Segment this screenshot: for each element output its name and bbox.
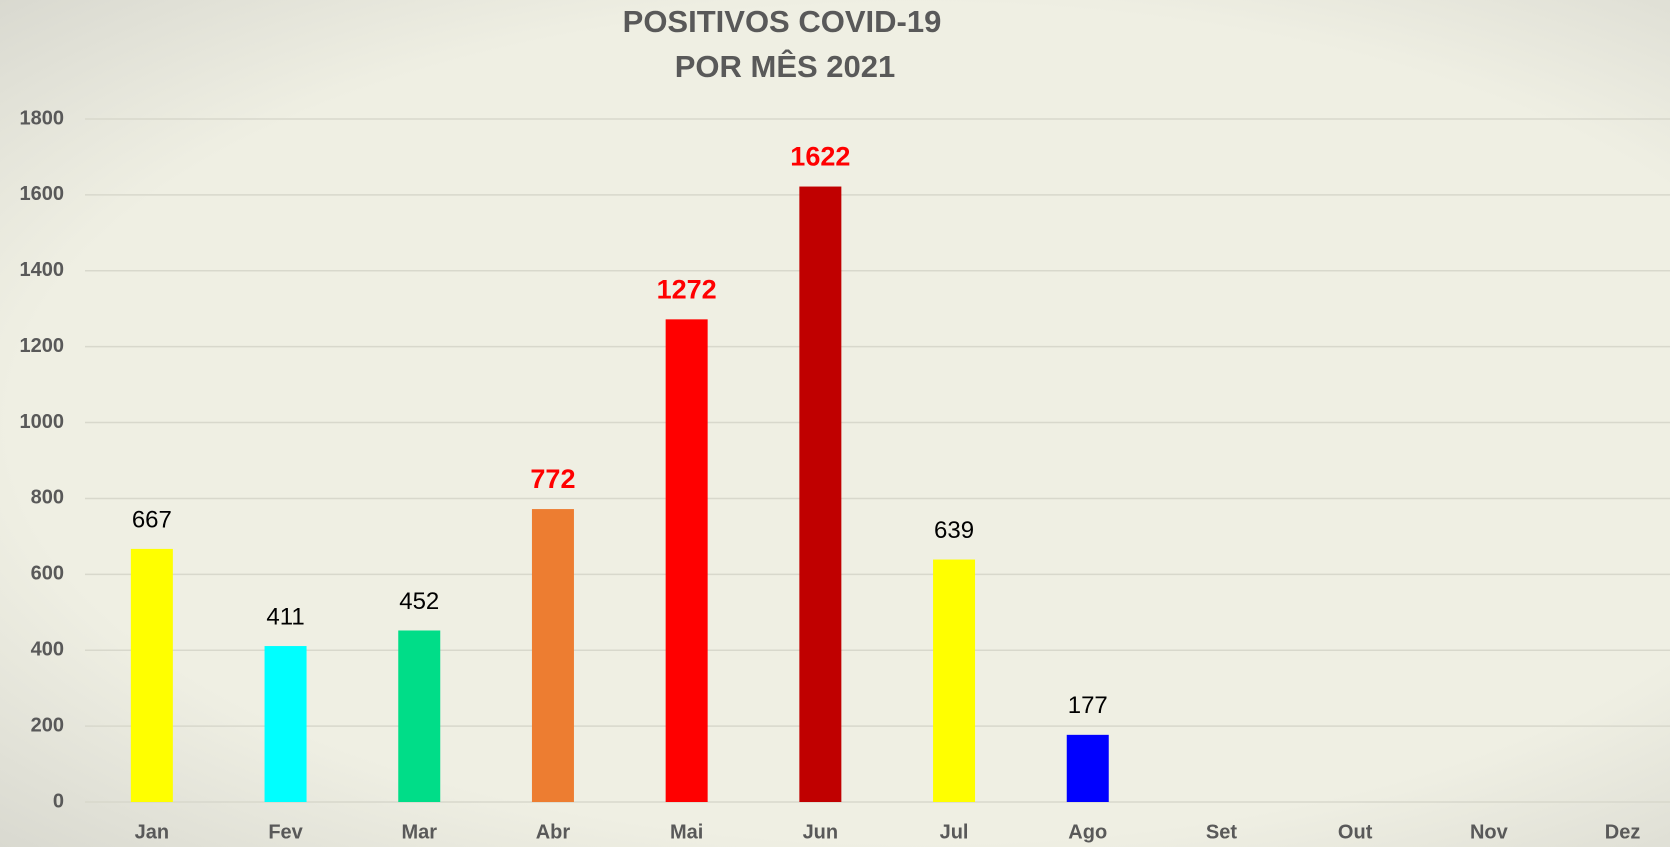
- x-tick-label: Jul: [940, 821, 969, 843]
- y-tick-label: 800: [31, 487, 64, 509]
- y-tick-label: 0: [53, 790, 64, 812]
- bar: [264, 646, 307, 802]
- bar: [665, 319, 708, 802]
- bar: [1066, 734, 1109, 802]
- value-label: 639: [934, 517, 974, 544]
- y-tick-label: 1400: [20, 259, 65, 281]
- y-tick-label: 400: [31, 639, 64, 661]
- bar: [799, 186, 842, 802]
- chart-title: POSITIVOS COVID-19: [623, 4, 942, 39]
- chart-title: POR MÊS 2021: [675, 48, 896, 84]
- x-tick-label: Mai: [670, 821, 703, 843]
- y-tick-label: 1600: [20, 183, 65, 205]
- x-tick-label: Dez: [1605, 821, 1641, 843]
- value-label: 772: [530, 464, 575, 494]
- x-tick-label: Ago: [1068, 821, 1107, 843]
- x-tick-label: Nov: [1470, 821, 1509, 843]
- x-tick-label: Set: [1206, 821, 1237, 843]
- y-tick-label: 1000: [20, 411, 65, 433]
- bar: [398, 630, 441, 802]
- x-tick-label: Jun: [803, 821, 839, 843]
- x-tick-label: Abr: [536, 821, 571, 843]
- bar: [130, 548, 173, 802]
- value-label: 177: [1068, 692, 1108, 719]
- value-label: 452: [399, 588, 439, 615]
- y-tick-label: 600: [31, 563, 64, 585]
- x-tick-label: Jan: [135, 821, 169, 843]
- bar: [933, 559, 976, 802]
- bar: [531, 509, 574, 802]
- y-tick-label: 1200: [20, 335, 65, 357]
- value-label: 1622: [790, 142, 850, 172]
- value-label: 1272: [657, 274, 717, 304]
- x-tick-label: Out: [1338, 821, 1373, 843]
- value-label: 411: [266, 603, 304, 630]
- value-label: 667: [132, 506, 172, 533]
- y-tick-label: 200: [31, 714, 64, 736]
- y-tick-label: 1800: [20, 107, 65, 129]
- x-tick-label: Mar: [401, 821, 437, 843]
- x-tick-label: Fev: [268, 821, 303, 843]
